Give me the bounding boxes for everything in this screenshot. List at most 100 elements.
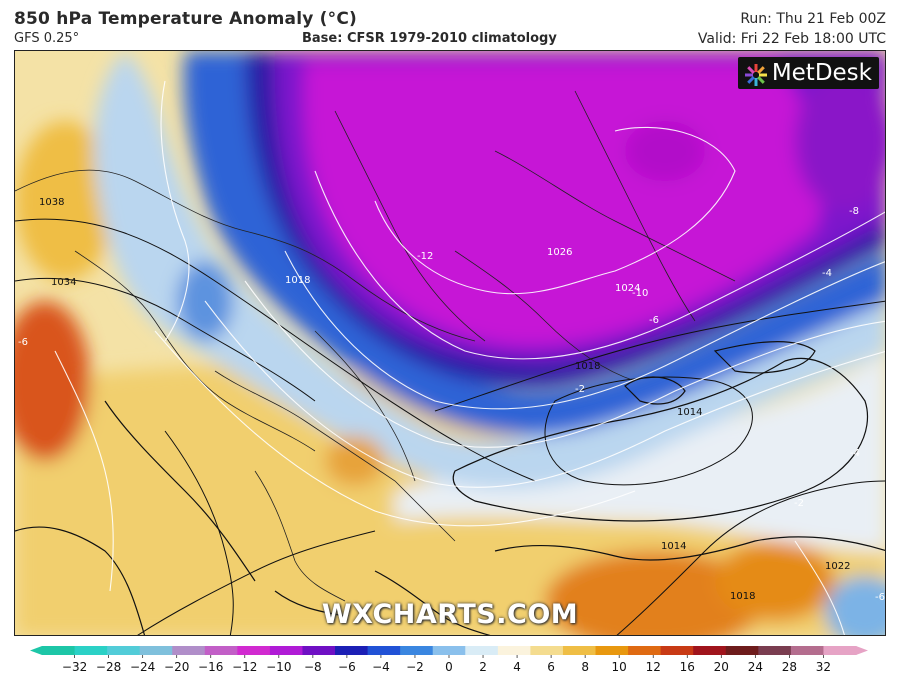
legend-swatch	[204, 646, 238, 655]
legend-tick-label: 32	[816, 660, 831, 674]
border-1	[15, 169, 476, 342]
warm-pocket-center	[325, 436, 385, 486]
border-5	[214, 370, 456, 542]
valid-time-label: Valid: Fri 22 Feb 18:00 UTC	[697, 31, 886, 47]
legend-swatch	[823, 646, 857, 655]
isotherm-label: -2	[575, 384, 585, 395]
legend-tick-label: 2	[479, 660, 487, 674]
legend-tick-label: −6	[338, 660, 356, 674]
legend-tick-label: −28	[96, 660, 121, 674]
country-borders	[15, 90, 736, 602]
border-6	[314, 330, 416, 482]
isotherm-minus10	[314, 170, 885, 360]
legend-swatch	[530, 646, 564, 655]
border-4	[454, 250, 636, 382]
warm-region-nw	[15, 121, 115, 281]
isobar-b	[15, 218, 536, 482]
legend-swatch	[139, 646, 173, 655]
isotherm-minus12	[374, 126, 736, 295]
border-2	[74, 250, 316, 452]
legend-swatch	[725, 646, 759, 655]
border-7	[494, 150, 736, 282]
legend-tick-label: 24	[748, 660, 763, 674]
legend-swatch	[400, 646, 434, 655]
legend-tick-label: −4	[372, 660, 390, 674]
isotherm-west	[160, 80, 190, 342]
azov-coast	[713, 340, 816, 374]
isotherm-minus4	[204, 300, 885, 488]
legend-swatch	[758, 646, 792, 655]
base-climatology-label: Base: CFSR 1979-2010 climatology	[302, 31, 557, 46]
wxcharts-watermark: WXCHARTS.COM	[321, 599, 579, 630]
isobars	[15, 218, 885, 635]
isobar-label: 1038	[39, 197, 64, 208]
legend-swatch	[562, 646, 597, 655]
italy-coast	[15, 526, 146, 635]
anomaly-map: -12 -10 -8 -6 -4 -2 -2 -6 -6 -4 1038 103…	[14, 50, 886, 636]
isobar-f	[164, 430, 234, 635]
legend-swatch	[595, 646, 629, 655]
legend-tick-label: 0	[445, 660, 453, 674]
isotherm-label: -4	[850, 448, 860, 459]
legend-swatch	[107, 646, 141, 655]
coastlines	[15, 340, 885, 635]
legend-swatch	[693, 646, 727, 655]
color-legend: −32 −28 −24 −20 −16 −12 −10 −8 −6 −4 −2 0 2 4 6 8 10 12 16…	[30, 646, 868, 674]
isotherm-label: -12	[417, 251, 433, 262]
legend-tick-label: −2	[406, 660, 424, 674]
legend-swatch	[432, 646, 466, 655]
adriatic-coast	[104, 400, 346, 617]
black-sea-coast	[452, 357, 869, 522]
temperature-labels: -12 -10 -8 -6 -4 -2 -2 -6 -6 -4	[18, 206, 885, 603]
orange-hotspot-e	[715, 541, 835, 621]
isotherm-label: -2	[794, 498, 804, 509]
legend-tick-label: 28	[782, 660, 797, 674]
isotherm-sw	[54, 350, 114, 592]
isotherm-se	[794, 540, 845, 635]
isotherm-label: -10	[632, 288, 648, 299]
legend-tick-label: 4	[513, 660, 521, 674]
legend-swatch	[660, 646, 694, 655]
metdesk-logo: MetDesk	[737, 57, 879, 89]
legend-tick-label: −16	[198, 660, 223, 674]
run-time-label: Run: Thu 21 Feb 00Z	[740, 11, 886, 27]
deep-core	[625, 121, 705, 181]
legend-swatch	[367, 646, 401, 655]
border-9	[254, 470, 346, 602]
legend-tick-label: 8	[581, 660, 589, 674]
isotherm-minus8	[284, 250, 885, 410]
legend-swatch	[497, 646, 531, 655]
legend-tick-label: −10	[266, 660, 291, 674]
legend-swatch	[628, 646, 662, 655]
legend-swatch	[42, 646, 76, 655]
legend-tick-label: 6	[547, 660, 555, 674]
legend-swatch	[465, 646, 499, 655]
legend-tick-label: 10	[612, 660, 627, 674]
legend-tick-label: −32	[62, 660, 87, 674]
pressure-labels: 1038 1034 1026 1024 1018 1018 1014 1014 …	[39, 197, 850, 602]
map-canvas: -12 -10 -8 -6 -4 -2 -2 -6 -6 -4 1038 103…	[15, 51, 885, 635]
isotherm-label: -8	[849, 206, 859, 217]
red-anomaly-west	[15, 301, 90, 461]
purple-core-ne	[795, 71, 885, 211]
isotherm-label: -6	[18, 337, 28, 348]
isotherms	[54, 80, 885, 635]
isobar-e	[137, 530, 376, 635]
isobar-label: 1014	[677, 407, 702, 418]
isobar-a	[15, 277, 316, 402]
legend-tick-label: −8	[304, 660, 322, 674]
legend-swatch	[237, 646, 271, 655]
legend-swatch	[302, 646, 336, 655]
legend-tick-label: −24	[130, 660, 155, 674]
legend-swatch	[790, 646, 825, 655]
isotherm-label: -6	[649, 315, 659, 326]
chart-title: 850 hPa Temperature Anomaly (°C)	[14, 9, 357, 29]
model-label: GFS 0.25°	[14, 31, 80, 46]
legend-arrow-left	[30, 646, 42, 655]
isobar-c	[434, 300, 885, 412]
metdesk-logo-icon	[744, 64, 767, 86]
legend-swatch	[74, 646, 108, 655]
isobar-low	[544, 376, 753, 486]
isobar-label: 1018	[285, 275, 310, 286]
legend-swatches	[30, 646, 868, 655]
